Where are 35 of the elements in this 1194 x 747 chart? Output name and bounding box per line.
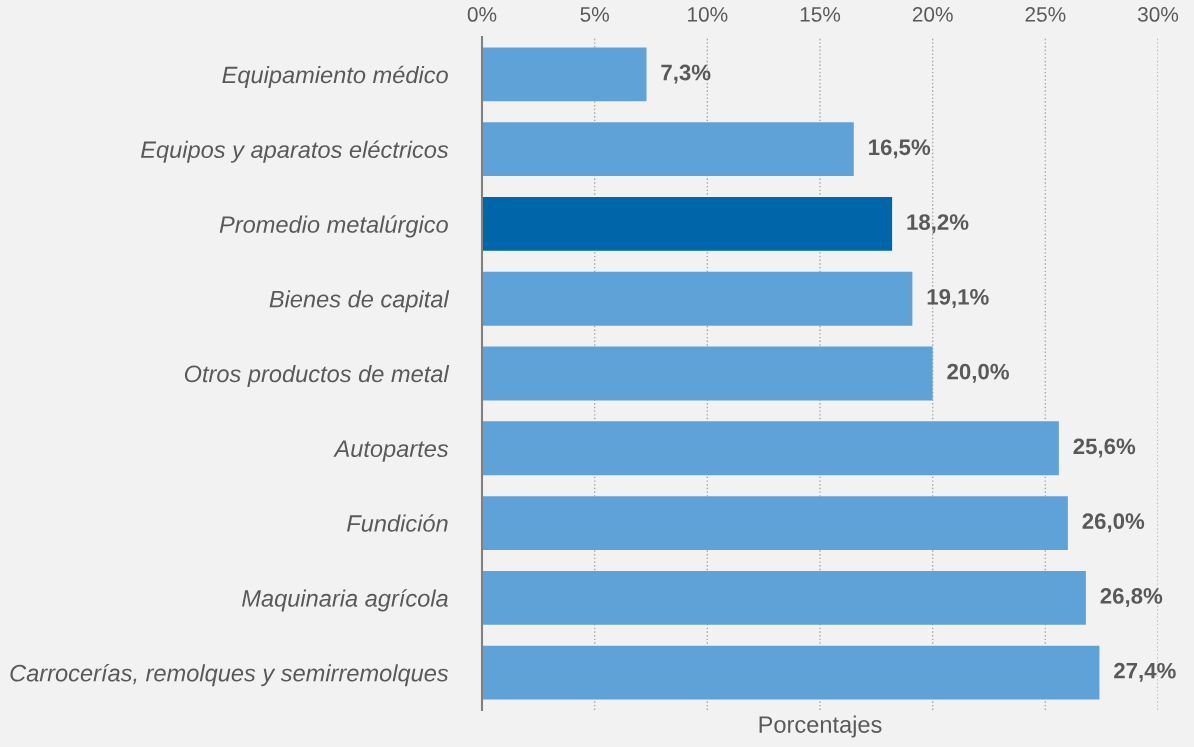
x-tick-label: 0%	[467, 7, 497, 22]
bar	[482, 570, 1086, 625]
bar	[482, 122, 854, 177]
y-tick-label: Maquinaria agrícola	[242, 589, 448, 612]
bar	[482, 197, 893, 251]
y-tick-label: Promedio metalúrgico	[219, 215, 448, 238]
bar	[482, 645, 1100, 700]
y-tick-label: Autopartes	[333, 440, 449, 462]
data-label: 20,0%	[947, 363, 1009, 383]
x-tick-label: 20%	[912, 7, 953, 22]
data-label: 18,2%	[907, 214, 969, 234]
x-axis-title: Porcentajes	[759, 715, 882, 738]
bar	[482, 346, 933, 401]
y-tick-label: Equipamiento médico	[222, 65, 448, 88]
data-label: 25,6%	[1073, 438, 1136, 458]
data-label: 26,0%	[1082, 513, 1145, 533]
x-tick-label: 25%	[1025, 7, 1066, 22]
y-tick-label: Fundición	[347, 514, 448, 532]
x-tick-label: 10%	[688, 7, 728, 22]
x-tick-label: 30%	[1137, 7, 1179, 22]
bar	[482, 271, 913, 326]
y-tick-label: Equipos y aparatos eléctricos	[140, 140, 449, 163]
data-label: 26,8%	[1100, 588, 1163, 608]
y-tick-label: Carrocerías, remolques y semirremolques	[10, 663, 449, 687]
data-label: 7,3%	[661, 64, 711, 84]
x-tick-label: 5%	[580, 7, 609, 22]
data-label: 27,4%	[1114, 662, 1176, 682]
data-label: 19,1%	[927, 288, 989, 308]
bar	[482, 421, 1059, 476]
data-label: 16,5%	[869, 139, 931, 159]
x-tick-label: 15%	[800, 7, 841, 22]
y-tick-label: Otros productos de metal	[184, 364, 450, 387]
bar	[482, 496, 1068, 550]
bar	[482, 47, 647, 102]
y-tick-label: Bienes de capital	[269, 290, 450, 313]
